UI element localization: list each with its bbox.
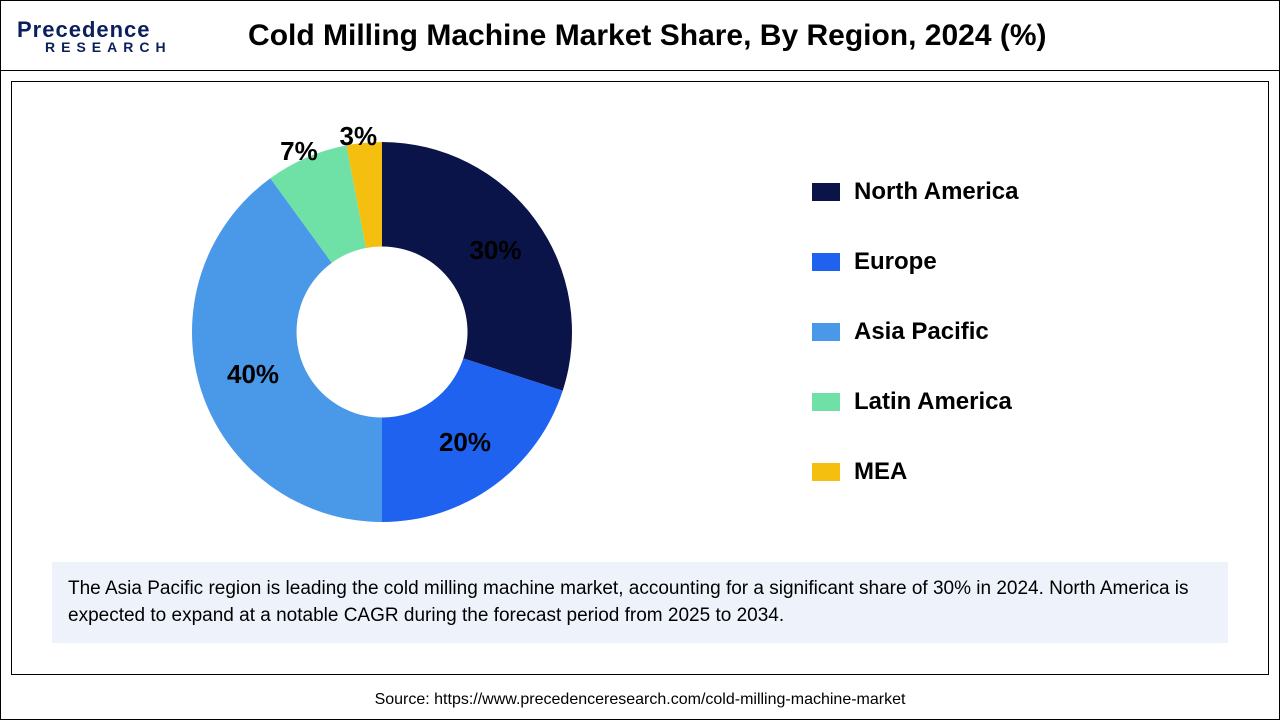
slice-label-north-america: 30% [469,235,521,266]
legend-label: Europe [854,248,937,276]
legend-label: North America [854,178,1018,206]
header: Precedence RESEARCH Cold Milling Machine… [1,1,1279,71]
chart-body: 30% 20% 40% 7% 3% North America Europe Asia Pa… [11,81,1269,675]
legend-label: Asia Pacific [854,318,989,346]
legend-item-europe: Europe [812,248,1018,276]
legend-swatch [812,183,840,201]
chart-area: 30% 20% 40% 7% 3% North America Europe Asia Pa… [52,102,1228,562]
legend: North America Europe Asia Pacific Latin Ame… [812,178,1018,486]
slice-label-asia-pacific: 40% [227,359,279,390]
legend-swatch [812,393,840,411]
donut-svg [172,122,592,542]
slice-label-latin-america: 7% [280,136,318,167]
slice-label-europe: 20% [439,427,491,458]
source-text: Source: https://www.precedenceresearch.c… [1,685,1279,719]
legend-item-asia-pacific: Asia Pacific [812,318,1018,346]
slice-label-mea: 3% [340,121,378,152]
slice-north-america [382,142,572,391]
donut-chart: 30% 20% 40% 7% 3% [172,122,692,542]
caption-box: The Asia Pacific region is leading the c… [52,562,1228,643]
legend-item-mea: MEA [812,458,1018,486]
brand-logo: Precedence RESEARCH [17,17,172,55]
brand-bottom: RESEARCH [45,39,172,55]
legend-label: MEA [854,458,907,486]
chart-container: Precedence RESEARCH Cold Milling Machine… [0,0,1280,720]
legend-item-north-america: North America [812,178,1018,206]
chart-title: Cold Milling Machine Market Share, By Re… [172,19,1263,53]
legend-item-latin-america: Latin America [812,388,1018,416]
legend-swatch [812,323,840,341]
legend-label: Latin America [854,388,1012,416]
legend-swatch [812,463,840,481]
legend-swatch [812,253,840,271]
